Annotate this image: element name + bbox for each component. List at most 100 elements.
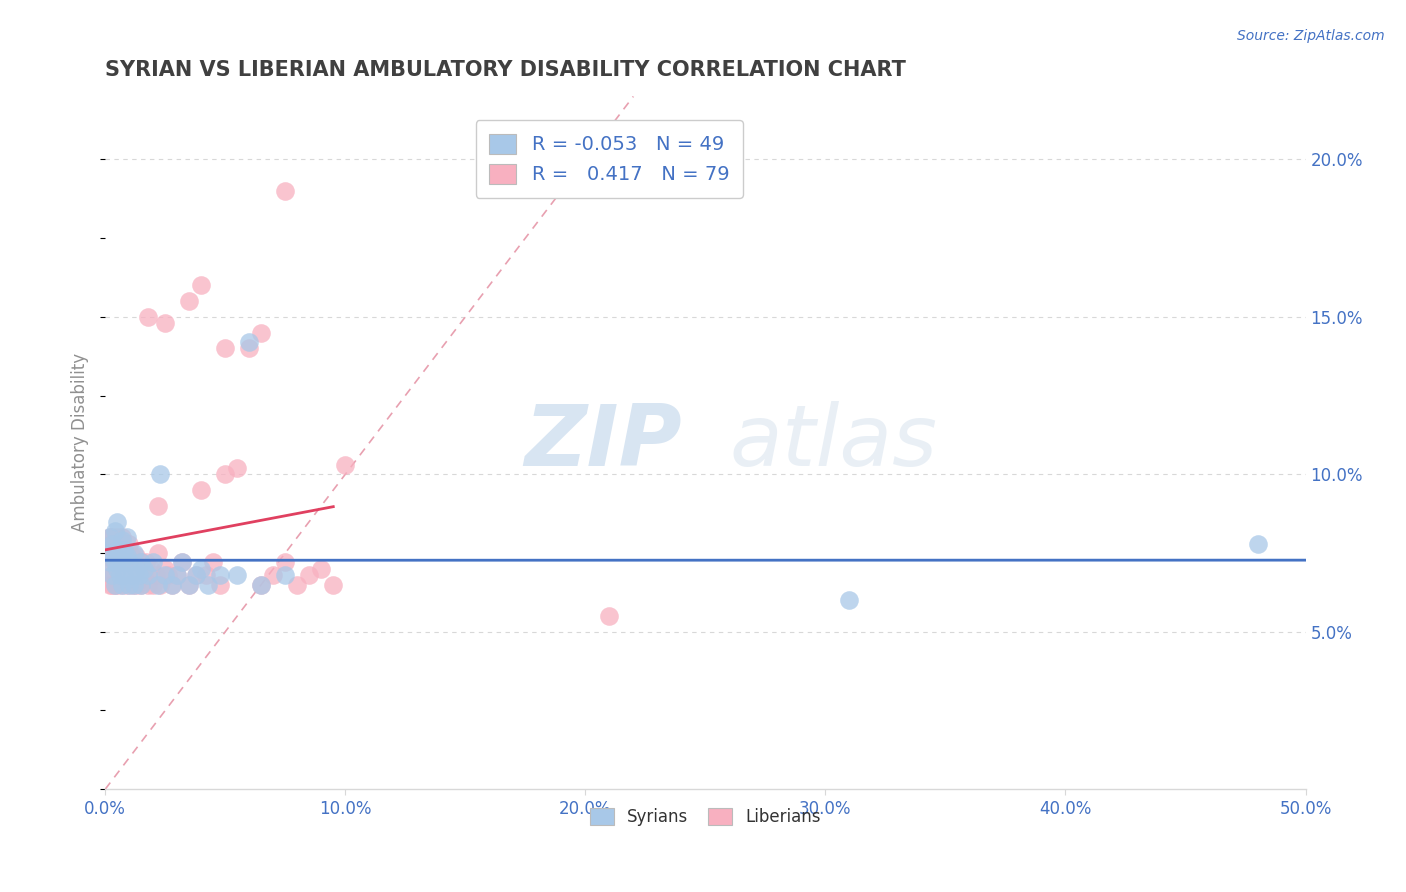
Point (108, 556, 131, 570)
Point (115, 530, 138, 544)
Point (132, 568, 155, 582)
Point (145, 568, 167, 582)
Point (214, 467, 236, 482)
Point (112, 568, 135, 582)
Point (111, 533, 134, 548)
Point (108, 568, 131, 582)
Point (121, 568, 143, 582)
Point (156, 568, 179, 582)
Point (214, 342, 236, 356)
Point (170, 556, 193, 570)
Point (98, 577, 121, 591)
Point (166, 568, 188, 582)
Point (112, 568, 135, 582)
Point (111, 530, 134, 544)
Point (162, 577, 184, 591)
Point (146, 577, 169, 591)
Point (105, 562, 128, 576)
Point (125, 577, 148, 591)
Point (105, 577, 128, 591)
Point (112, 542, 135, 557)
Point (118, 556, 141, 570)
Point (1246, 536, 1268, 550)
Point (108, 552, 131, 566)
Point (118, 556, 141, 570)
Point (108, 546, 131, 560)
Point (226, 568, 249, 582)
Point (98, 556, 121, 570)
Point (179, 577, 201, 591)
Point (139, 562, 162, 576)
Point (98, 530, 121, 544)
Y-axis label: Ambulatory Disability: Ambulatory Disability (72, 353, 89, 533)
Point (190, 278, 212, 293)
Point (104, 577, 127, 591)
Point (98, 536, 121, 550)
Point (118, 577, 141, 591)
Point (118, 568, 141, 582)
Point (101, 577, 124, 591)
Point (142, 556, 165, 570)
Point (138, 568, 160, 582)
Point (104, 556, 127, 570)
Point (209, 577, 232, 591)
Point (105, 542, 128, 557)
Point (274, 184, 297, 198)
Point (129, 556, 152, 570)
Point (285, 577, 308, 591)
Legend: Syrians, Liberians: Syrians, Liberians (583, 801, 827, 833)
Point (97, 546, 120, 560)
Point (115, 562, 138, 576)
Point (122, 546, 145, 560)
Point (146, 546, 169, 560)
Point (122, 568, 145, 582)
Point (105, 562, 128, 576)
Point (97, 546, 120, 560)
Point (125, 562, 148, 576)
Point (121, 549, 143, 564)
Point (105, 536, 128, 550)
Point (186, 568, 208, 582)
Point (179, 577, 201, 591)
Point (335, 458, 357, 472)
Point (309, 562, 332, 576)
Point (149, 467, 172, 482)
Text: ZIP: ZIP (523, 401, 682, 484)
Point (238, 342, 260, 356)
Point (197, 577, 219, 591)
Point (838, 593, 860, 607)
Point (104, 556, 127, 570)
Point (149, 577, 172, 591)
Point (202, 556, 225, 570)
Point (105, 530, 128, 544)
Point (179, 294, 201, 309)
Point (125, 549, 148, 564)
Point (111, 556, 134, 570)
Point (104, 577, 127, 591)
Point (104, 546, 127, 560)
Point (238, 334, 260, 349)
Point (112, 556, 135, 570)
Point (101, 536, 124, 550)
Point (186, 568, 208, 582)
Point (112, 546, 135, 560)
Point (209, 568, 232, 582)
Point (262, 568, 284, 582)
Point (128, 568, 150, 582)
Point (195, 568, 218, 582)
Point (138, 577, 160, 591)
Text: SYRIAN VS LIBERIAN AMBULATORY DISABILITY CORRELATION CHART: SYRIAN VS LIBERIAN AMBULATORY DISABILITY… (105, 60, 905, 79)
Point (97, 562, 120, 576)
Point (250, 326, 273, 340)
Text: Source: ZipAtlas.com: Source: ZipAtlas.com (1237, 29, 1385, 44)
Point (322, 577, 344, 591)
Point (155, 568, 177, 582)
Point (101, 568, 124, 582)
Point (598, 609, 620, 624)
Point (170, 556, 193, 570)
Point (155, 562, 177, 576)
Point (298, 568, 321, 582)
Point (111, 577, 134, 591)
Point (274, 568, 297, 582)
Point (122, 562, 145, 576)
